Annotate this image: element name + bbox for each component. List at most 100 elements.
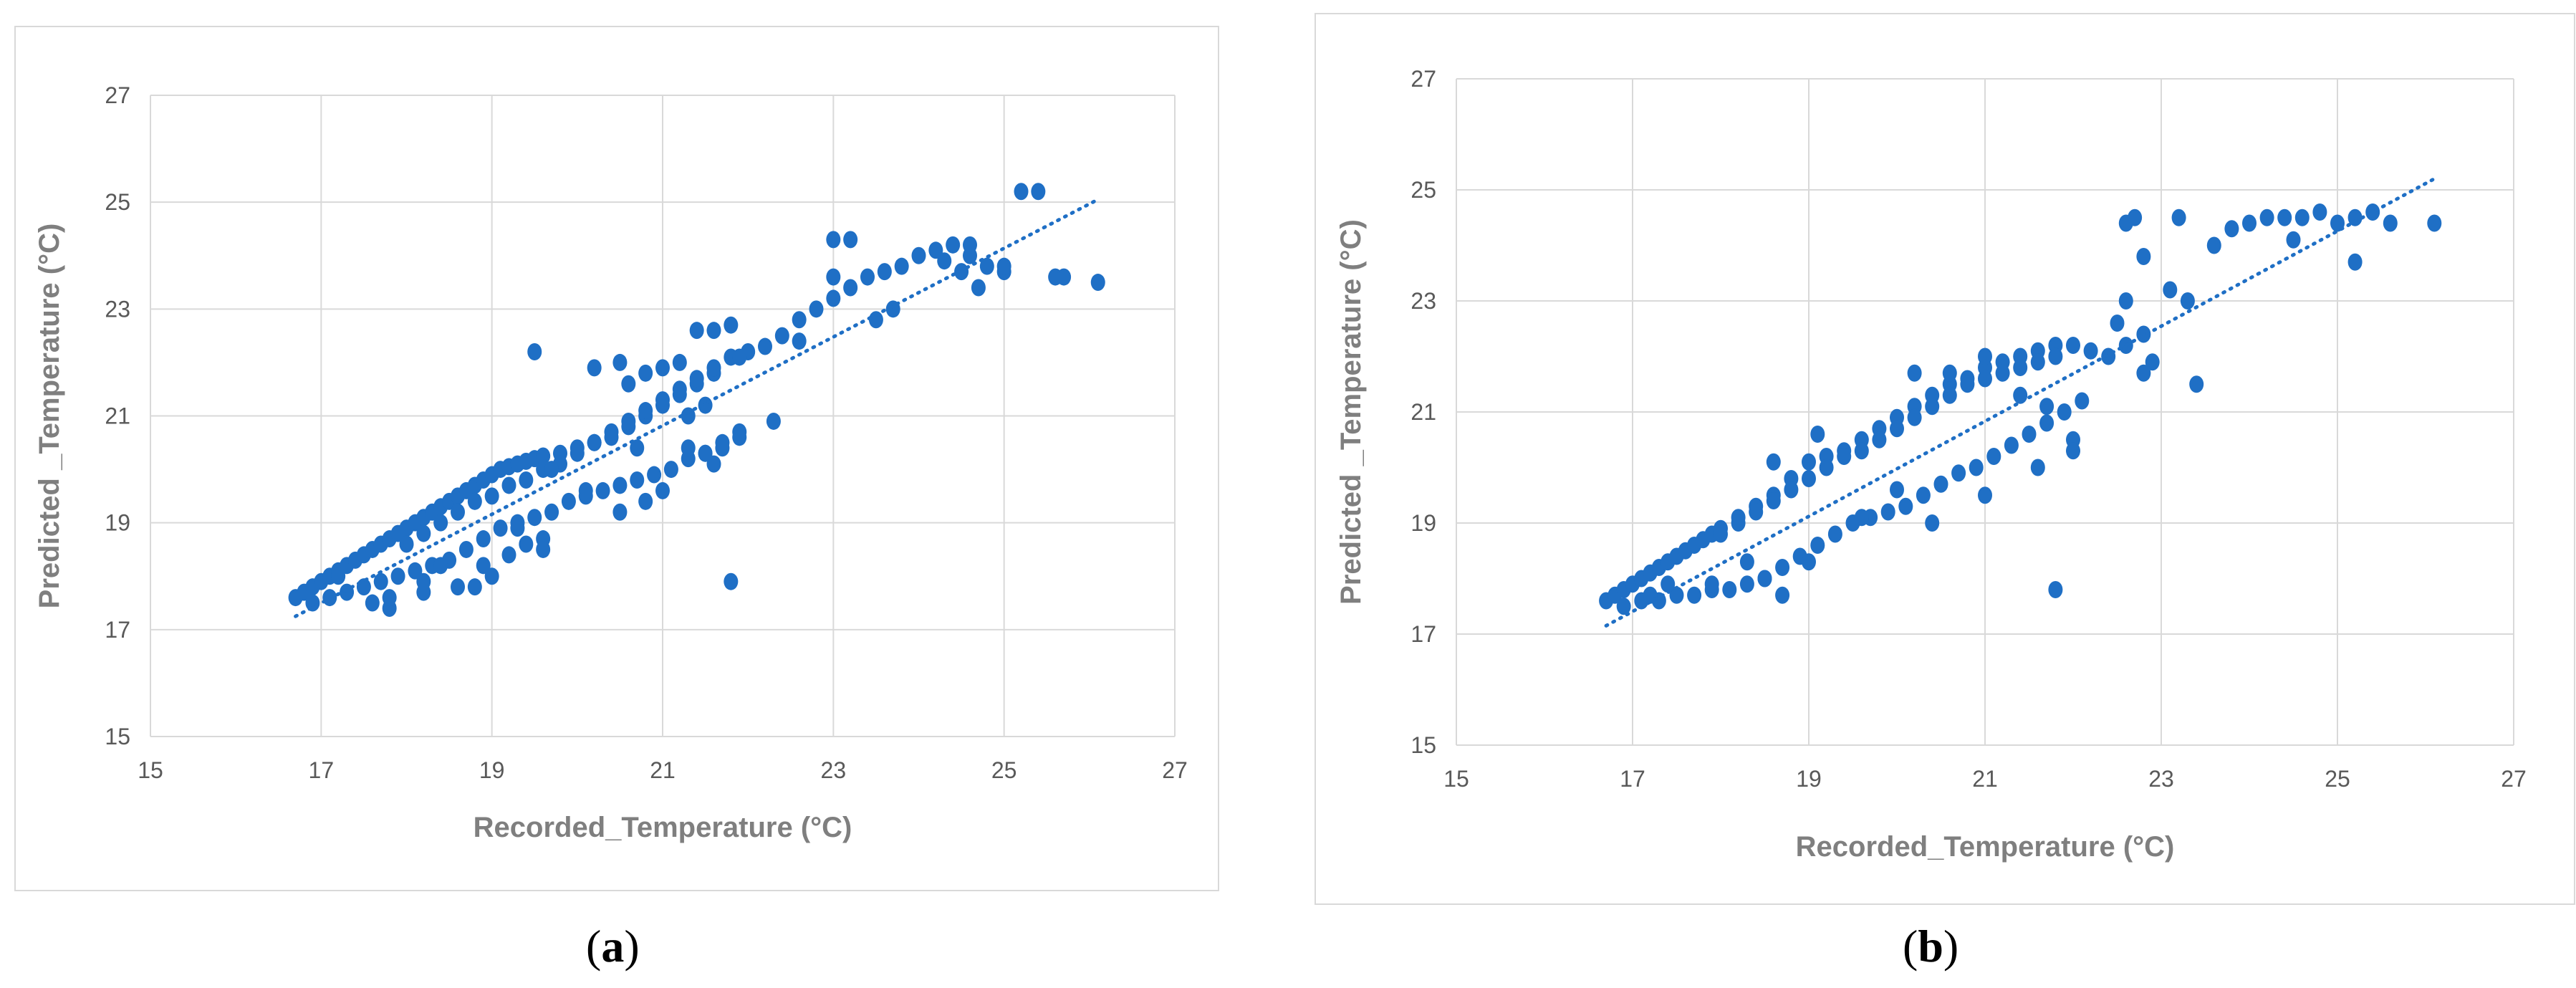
data-point: [501, 546, 516, 564]
data-point: [724, 572, 739, 590]
data-point: [1854, 442, 1869, 460]
data-point: [655, 391, 670, 409]
data-point: [2030, 459, 2045, 476]
data-point: [484, 487, 499, 505]
data-point: [519, 471, 534, 489]
data-point: [1739, 553, 1754, 571]
data-point: [2022, 426, 2037, 443]
data-point: [587, 433, 602, 451]
data-point: [1890, 481, 1904, 499]
data-point: [519, 535, 534, 553]
data-point: [1669, 586, 1684, 604]
data-point: [390, 567, 405, 585]
x-tick-label: 21: [1972, 766, 1998, 792]
y-tick-label: 25: [1410, 177, 1436, 203]
trendline: [1604, 177, 2436, 628]
x-tick-label: 23: [821, 757, 847, 783]
y-tick-label: 19: [105, 510, 130, 536]
data-point: [1986, 448, 2001, 465]
y-tick-label: 23: [105, 296, 130, 322]
data-point: [826, 289, 841, 307]
x-tick-label: 25: [991, 757, 1017, 783]
data-point: [544, 461, 559, 479]
data-point: [638, 492, 653, 510]
data-point: [416, 524, 431, 542]
data-point: [1995, 364, 2010, 382]
x-tick-label: 23: [2148, 766, 2174, 792]
y-axis-title: Predicted _Temperature (°C): [1335, 219, 1367, 605]
y-tick-label: 17: [105, 617, 130, 643]
data-point: [672, 380, 687, 398]
data-point: [1014, 183, 1029, 201]
data-point: [544, 503, 559, 521]
data-point: [1687, 586, 1702, 604]
data-point: [2136, 248, 2151, 265]
data-point: [638, 402, 653, 420]
data-point: [2312, 203, 2327, 221]
y-tick-label: 25: [105, 189, 130, 215]
data-point: [732, 423, 747, 441]
data-point: [706, 455, 721, 473]
data-point: [433, 557, 448, 575]
data-point: [1810, 537, 1825, 554]
data-point: [946, 236, 961, 254]
data-point: [2110, 315, 2125, 332]
data-point: [792, 332, 807, 350]
data-point: [1802, 553, 1816, 571]
data-point: [612, 353, 628, 371]
x-tick-label: 17: [1620, 766, 1645, 792]
data-point: [1925, 514, 1940, 532]
data-point: [2136, 364, 2151, 382]
x-tick-label: 15: [1443, 766, 1469, 792]
data-point: [561, 492, 576, 510]
data-point: [1890, 420, 1904, 438]
data-point: [416, 572, 431, 590]
y-tick-label: 21: [1410, 399, 1436, 425]
data-point: [1978, 370, 1992, 388]
x-tick-label: 27: [1162, 757, 1188, 783]
data-point: [2145, 353, 2160, 371]
data-point: [2128, 208, 2143, 226]
data-point: [1925, 398, 1940, 416]
data-point: [732, 348, 747, 366]
data-point: [2259, 208, 2274, 226]
y-axis-title: Predicted _Temperature (°C): [34, 224, 65, 609]
data-point: [2039, 398, 2054, 416]
data-point: [706, 322, 721, 340]
data-point: [792, 311, 807, 329]
data-point: [894, 257, 909, 275]
data-point: [1661, 575, 1676, 593]
data-point: [868, 311, 883, 329]
data-point: [1766, 453, 1781, 471]
data-point: [399, 535, 414, 553]
caption-b-letter: b: [1918, 921, 1943, 972]
data-point: [451, 578, 465, 596]
x-tick-label: 25: [2325, 766, 2350, 792]
data-point: [774, 327, 789, 345]
y-tick-label: 27: [105, 82, 130, 108]
data-point: [996, 257, 1011, 275]
data-point: [698, 444, 713, 462]
data-point: [1802, 470, 1816, 487]
data-point: [877, 263, 892, 281]
data-point: [408, 562, 423, 580]
data-point: [655, 481, 670, 499]
data-point: [2057, 403, 2072, 421]
data-point: [1827, 525, 1842, 543]
data-point: [1978, 347, 1992, 365]
data-point: [1731, 514, 1746, 532]
data-point: [672, 353, 687, 371]
data-point: [2294, 208, 2310, 226]
y-tick-label: 15: [1410, 732, 1436, 758]
data-point: [2347, 253, 2363, 271]
x-tick-label: 17: [309, 757, 335, 783]
data-point: [1739, 575, 1754, 593]
data-point: [911, 246, 926, 264]
data-point: [1704, 575, 1719, 593]
data-point: [612, 476, 628, 494]
data-point: [2242, 214, 2257, 232]
data-point: [928, 241, 943, 259]
data-point: [493, 519, 508, 537]
data-point: [305, 594, 320, 612]
data-point: [1819, 459, 1834, 476]
